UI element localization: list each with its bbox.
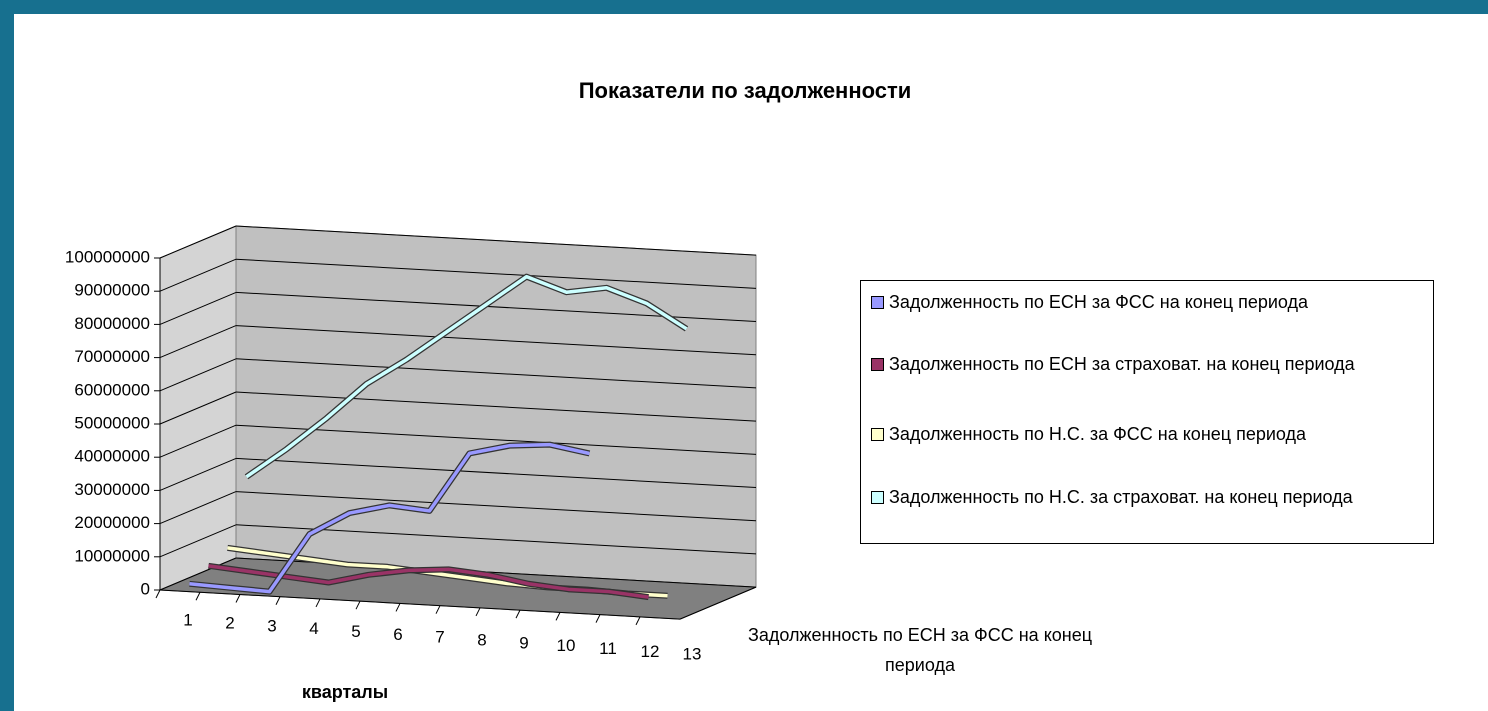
x-tick (315, 598, 321, 608)
legend-swatch (871, 296, 884, 309)
x-tick (355, 600, 361, 610)
grid-line (235, 258, 757, 289)
x-tick (195, 592, 201, 601)
x-tick (235, 594, 241, 603)
grid-line (235, 325, 757, 356)
grid-line (159, 557, 237, 591)
grid-line (235, 225, 757, 256)
y-tick-label: 30000000 (74, 480, 150, 499)
x-tick-label: 7 (435, 628, 444, 647)
x-tick-label: 8 (477, 630, 486, 649)
x-tick (435, 605, 441, 614)
legend-entry: Задолженность по Н.С. за страховат. на к… (869, 484, 1444, 510)
legend-label: Задолженность по Н.С. за ФСС на конец пе… (889, 424, 1307, 444)
x-tick-label: 9 (519, 633, 528, 652)
line (245, 274, 688, 479)
grid-line (159, 291, 237, 325)
y-tick-label: 100000000 (65, 247, 150, 266)
grid-line (159, 358, 237, 392)
y-tick-label: 10000000 (74, 546, 150, 565)
x-tick-label: 10 (557, 636, 576, 655)
x-tick-label: 4 (309, 619, 318, 638)
x-axis (159, 589, 681, 620)
legend-swatch (871, 491, 884, 504)
x-axis-label: кварталы (302, 682, 388, 702)
grid-line (159, 391, 237, 425)
x-tick-label: 12 (641, 642, 660, 661)
chart-title: Показатели по задолженности (579, 78, 912, 103)
x-tick (555, 612, 561, 621)
x-tick (395, 603, 401, 612)
y-tick-label: 80000000 (74, 314, 150, 333)
grid-line (159, 491, 237, 525)
x-tick-label: 6 (393, 625, 402, 644)
grid-line (159, 325, 237, 359)
x-tick (595, 614, 601, 623)
grid-line (235, 424, 757, 455)
legend-entry: Задолженность по ЕСН за ФСС на конец пер… (869, 289, 1444, 315)
x-tick (275, 596, 281, 605)
x-tick (515, 609, 521, 619)
legend: Задолженность по ЕСН за ФСС на конец пер… (860, 280, 1434, 544)
y-tick-label: 0 (141, 579, 150, 598)
x-tick (155, 589, 161, 599)
grid-line (159, 258, 237, 292)
y-tick-label: 90000000 (74, 281, 150, 300)
grid-line (235, 391, 757, 422)
line (189, 442, 590, 594)
legend-label: Задолженность по ЕСН за страховат. на ко… (889, 354, 1355, 374)
y-tick-label: 40000000 (74, 447, 150, 466)
x-tick-label: 1 (183, 611, 192, 630)
x-tick (635, 616, 641, 626)
y-tick-label: 60000000 (74, 380, 150, 399)
grid-line (159, 457, 237, 491)
grid-line (235, 358, 757, 389)
x-tick-label: 2 (225, 613, 234, 632)
y-tick-label: 70000000 (74, 347, 150, 366)
x-tick (475, 607, 481, 617)
depth-axis (679, 586, 757, 620)
x-tick-label: 5 (351, 622, 360, 641)
grid-line (159, 424, 237, 458)
x-tick-label: 3 (267, 616, 276, 635)
grid-line (235, 491, 757, 522)
x-tick-label: 11 (599, 639, 617, 658)
grid-line (159, 524, 237, 558)
grid-line (159, 225, 237, 259)
legend-label: Задолженность по Н.С. за страховат. на к… (889, 487, 1353, 507)
x-tick-label: 13 (683, 645, 702, 664)
legend-swatch (871, 358, 884, 371)
y-tick-label: 20000000 (74, 513, 150, 532)
depth-axis-label: Задолженность по ЕСН за ФСС на конец пер… (747, 625, 1093, 675)
legend-swatch (871, 428, 884, 441)
y-tick-label: 50000000 (74, 413, 150, 432)
legend-entry: Задолженность по Н.С. за ФСС на конец пе… (869, 421, 1444, 447)
legend-label: Задолженность по ЕСН за ФСС на конец пер… (889, 292, 1309, 312)
grid-line (235, 457, 757, 489)
legend-entry: Задолженность по ЕСН за страховат. на ко… (869, 351, 1444, 377)
